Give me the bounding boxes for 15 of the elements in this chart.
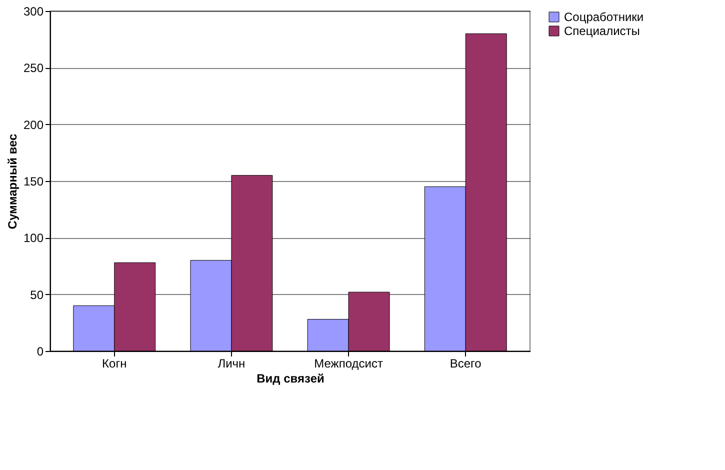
y-tick-label: 50 — [30, 288, 44, 302]
legend-label: Соцработники — [564, 10, 644, 24]
y-tick-label: 200 — [23, 118, 44, 132]
legend-label: Специалисты — [564, 24, 640, 38]
y-tick-label: 300 — [23, 4, 44, 18]
x-tick-label: Когн — [102, 356, 127, 370]
y-axis-title: Суммарный вес — [5, 133, 20, 230]
y-tick-label: 250 — [23, 61, 44, 76]
x-tick-label: Личн — [218, 356, 246, 370]
x-tick-label: Всего — [450, 356, 482, 370]
x-axis-title: Вид связей — [256, 372, 324, 386]
x-tick-label: Межподсист — [314, 356, 384, 370]
y-tick-label: 150 — [23, 174, 44, 188]
y-tick-label: 100 — [23, 231, 44, 246]
y-tick-label: 0 — [36, 344, 44, 358]
